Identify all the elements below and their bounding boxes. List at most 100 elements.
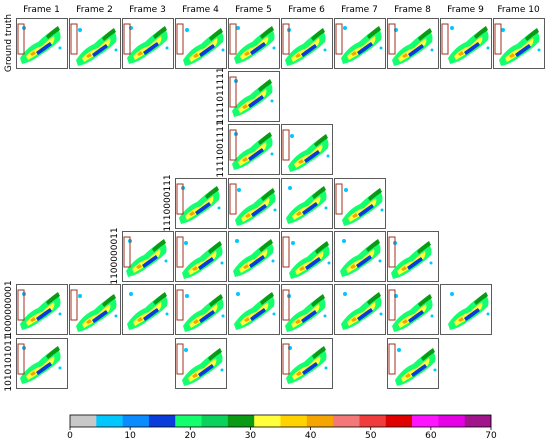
highlight-box — [176, 23, 184, 55]
panel — [175, 18, 227, 69]
panel — [281, 231, 333, 282]
panel — [175, 231, 227, 282]
panel — [334, 18, 386, 69]
highlight-box — [70, 289, 78, 321]
highlight-box — [123, 23, 131, 55]
colorbar-tick-label: 50 — [365, 431, 377, 441]
highlight-box — [388, 289, 396, 321]
row-label: 1000000001 — [4, 280, 14, 337]
row-label: 1110000111 — [163, 174, 173, 231]
column-header: Frame 9 — [447, 5, 484, 15]
panel — [228, 124, 280, 175]
panel — [387, 338, 439, 389]
colorbar-segment — [385, 415, 413, 427]
colorbar-tick-label: 30 — [245, 431, 257, 441]
colorbar-segment — [70, 415, 97, 427]
colorbar-tick-label: 20 — [185, 431, 197, 441]
highlight-box — [176, 343, 184, 375]
highlight-box — [70, 23, 78, 55]
highlight-box — [282, 236, 290, 268]
column-header: Frame 7 — [341, 5, 378, 15]
highlight-box — [335, 183, 343, 215]
panel — [122, 18, 174, 69]
panel — [334, 178, 386, 229]
colorbar-segment — [412, 415, 439, 427]
highlight-box — [229, 76, 237, 108]
row-label: 1100000011 — [110, 227, 120, 284]
highlight-box — [282, 129, 290, 161]
highlight-box — [388, 23, 396, 55]
panel — [281, 178, 333, 229]
highlight-box — [176, 289, 184, 321]
panel — [440, 284, 492, 335]
column-header: Frame 8 — [394, 5, 431, 15]
colorbar-tick-label: 40 — [305, 431, 317, 441]
highlight-box — [17, 343, 25, 375]
colorbar-segment — [306, 415, 334, 427]
panel — [228, 284, 280, 335]
highlight-box — [229, 129, 237, 161]
panel — [281, 18, 333, 69]
highlight-box — [229, 23, 237, 55]
panel — [122, 231, 174, 282]
column-header: Frame 1 — [23, 5, 60, 15]
panel — [334, 231, 386, 282]
colorbar-segment — [280, 415, 308, 427]
panel — [69, 18, 121, 69]
panel — [334, 284, 386, 335]
highlight-box — [282, 23, 290, 55]
column-header: Frame 10 — [497, 5, 540, 15]
panel — [228, 178, 280, 229]
colorbar-segment — [175, 415, 202, 427]
colorbar-frame — [69, 414, 492, 428]
highlight-box — [17, 23, 25, 55]
colorbar-segment — [122, 415, 150, 427]
highlight-box — [176, 236, 184, 268]
colorbar-tick-label: 0 — [67, 431, 73, 441]
row-label: 1111011111 — [216, 67, 226, 124]
panel — [228, 231, 280, 282]
colorbar-tick-label: 60 — [425, 431, 437, 441]
highlight-box — [388, 236, 396, 268]
panel — [440, 18, 492, 69]
colorbar-segment — [359, 415, 387, 427]
panel — [387, 284, 439, 335]
panel — [281, 284, 333, 335]
panel — [228, 18, 280, 69]
column-header: Frame 5 — [235, 5, 272, 15]
colorbar-tick-label: 70 — [485, 431, 497, 441]
highlight-box — [17, 289, 25, 321]
panel — [387, 18, 439, 69]
colorbar-segment — [254, 415, 281, 427]
panel — [175, 178, 227, 229]
panel — [69, 284, 121, 335]
highlight-box — [494, 23, 502, 55]
highlight-box — [282, 289, 290, 321]
column-header: Frame 6 — [288, 5, 325, 15]
panel — [175, 338, 227, 389]
panel — [281, 124, 333, 175]
highlight-box — [441, 23, 449, 55]
highlight-box — [282, 343, 290, 375]
highlight-box — [123, 236, 131, 268]
column-header: Frame 3 — [129, 5, 166, 15]
colorbar-segment — [96, 415, 123, 427]
colorbar-tick-label: 10 — [124, 431, 136, 441]
highlight-box — [388, 343, 396, 375]
highlight-box — [229, 183, 237, 215]
colorbar-segment — [227, 415, 255, 427]
highlight-box — [335, 23, 343, 55]
panel — [16, 284, 68, 335]
colorbar-segment — [201, 415, 229, 427]
colorbar-segment — [464, 415, 492, 427]
panel — [175, 284, 227, 335]
row-label: 1111001111 — [216, 120, 226, 177]
panel — [16, 338, 68, 389]
colorbar-segment — [438, 415, 465, 427]
column-header: Frame 2 — [76, 5, 113, 15]
colorbar-segment — [148, 415, 176, 427]
panel — [281, 338, 333, 389]
row-label: 1010101011 — [4, 334, 14, 391]
panel — [228, 71, 280, 122]
